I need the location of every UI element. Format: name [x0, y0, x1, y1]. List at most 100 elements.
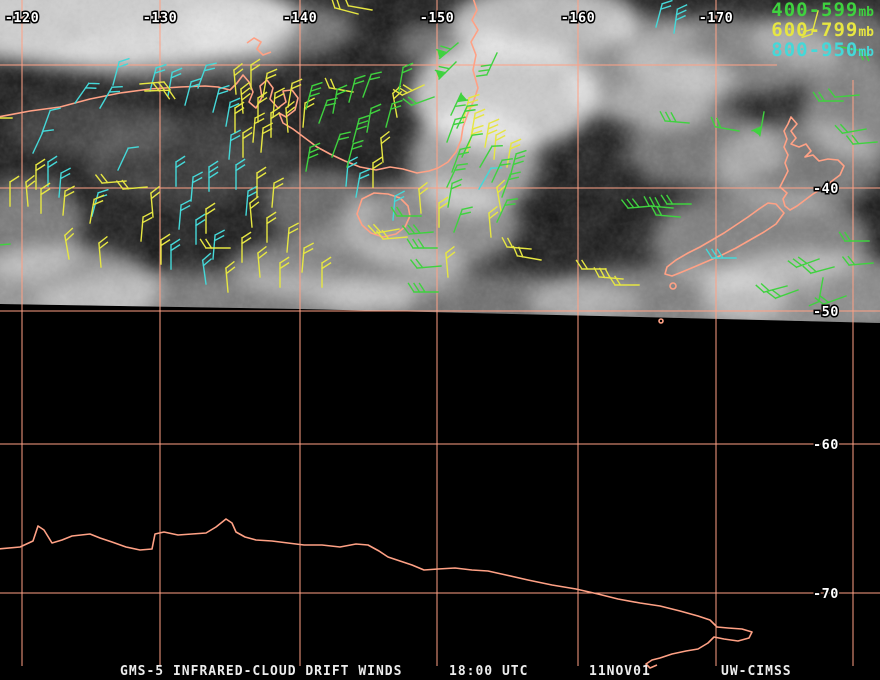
wind-barb [512, 245, 542, 261]
wind-barb [287, 78, 303, 108]
wind-barb [99, 85, 123, 109]
wind-barb [343, 0, 373, 11]
wind-barb [650, 205, 681, 218]
wind-barb [362, 71, 382, 98]
wind-barb [144, 89, 176, 100]
wind-barb [212, 84, 230, 113]
wind-barb [841, 255, 874, 267]
wind-barb [262, 68, 278, 98]
coastline-layer [0, 0, 845, 669]
wind-barb [305, 81, 323, 110]
wind-barb [838, 231, 870, 242]
wind-barb [225, 97, 241, 127]
wind-barb [827, 88, 860, 99]
wind-barb [660, 194, 692, 205]
wind-barb [301, 242, 314, 273]
wind-barb [232, 62, 244, 95]
latitude-label: -70 [813, 586, 839, 602]
wind-barb [398, 62, 414, 92]
legend-range: 400-599 [771, 0, 859, 21]
longitude-label: -120 [5, 10, 40, 26]
coastline-stewart-island [669, 282, 677, 290]
wind-barb [160, 233, 171, 265]
wind-barb [787, 256, 820, 269]
wind-barb [379, 130, 391, 163]
wind-barb [257, 91, 268, 123]
wind-barb [446, 163, 468, 188]
wind-barb [205, 202, 216, 234]
wind-barb [438, 196, 449, 228]
wind-barb [305, 142, 321, 172]
legend-unit: mb [858, 25, 874, 40]
wind-barb [62, 185, 75, 216]
latitude-label: -40 [813, 181, 839, 197]
wind-barb [0, 108, 13, 119]
wind-barb [409, 258, 442, 270]
wind-barb [451, 146, 471, 173]
wind-barb [252, 112, 265, 143]
wind-barb [355, 168, 371, 198]
wind-barb [178, 199, 191, 230]
cloud-texture-fine [0, 0, 880, 323]
wind-barb [245, 185, 258, 216]
wind-barb [406, 238, 438, 249]
longitude-label: -140 [283, 10, 318, 26]
wind-barb [239, 81, 251, 114]
wind-barb [766, 289, 799, 300]
coastline-nz-north-island [779, 116, 845, 211]
wind-barb [139, 80, 172, 92]
coastline-tasmania [356, 192, 411, 238]
latitude-label: -60 [813, 437, 839, 453]
wind-barb [175, 155, 186, 187]
wind-barb [117, 146, 139, 171]
pressure-legend: 400-599mb 600-799mb 800-950mb [771, 0, 874, 60]
wind-barb [190, 171, 203, 202]
coastline-small-island [658, 318, 664, 324]
legend-entry-upper: 400-599mb [771, 0, 874, 20]
wind-barb [575, 259, 607, 270]
wind-barb [478, 166, 502, 190]
wind-barb [352, 114, 370, 143]
wind-barb [58, 167, 71, 198]
wind-barb [208, 160, 219, 192]
wind-barb [331, 131, 351, 158]
wind-barb [608, 275, 640, 286]
wind-barb [659, 111, 690, 124]
wind-barb [392, 190, 405, 221]
wind-barb [89, 194, 105, 224]
wind-barb [501, 171, 521, 198]
wind-barb [446, 116, 466, 143]
wind-barb [453, 206, 473, 233]
wind-barb [434, 61, 457, 80]
wind-barb [372, 156, 383, 188]
wind-barb [63, 227, 75, 260]
wind-barb [140, 211, 153, 242]
wind-barb [385, 99, 403, 128]
wind-barb [224, 260, 236, 293]
wind-barb [348, 74, 366, 103]
wind-barb [812, 91, 844, 102]
legend-unit: mb [858, 45, 874, 60]
wind-barb [444, 245, 456, 278]
wind-barb [620, 198, 653, 210]
wind-barb [801, 10, 819, 39]
graticule-layer [0, 0, 880, 666]
caption-date: 11NOV01 [589, 664, 651, 679]
wind-barb [266, 211, 277, 243]
wind-barb [456, 104, 478, 129]
wind-barb [234, 101, 245, 133]
wind-barb [235, 158, 246, 190]
wind-barb [491, 158, 513, 183]
caption-source: UW-CIMSS [721, 664, 792, 679]
wind-barb [228, 129, 241, 160]
wind-barb [112, 57, 130, 86]
wind-barb [390, 206, 422, 217]
wind-barb [710, 116, 740, 132]
wind-barb [115, 179, 148, 191]
wind-barb [487, 205, 499, 238]
wind-barb [270, 106, 281, 138]
latitude-label: -50 [813, 304, 839, 320]
caption-title: GMS-5 INFRARED-CLOUD DRIFT WINDS [120, 664, 403, 679]
wind-barb [167, 67, 183, 97]
